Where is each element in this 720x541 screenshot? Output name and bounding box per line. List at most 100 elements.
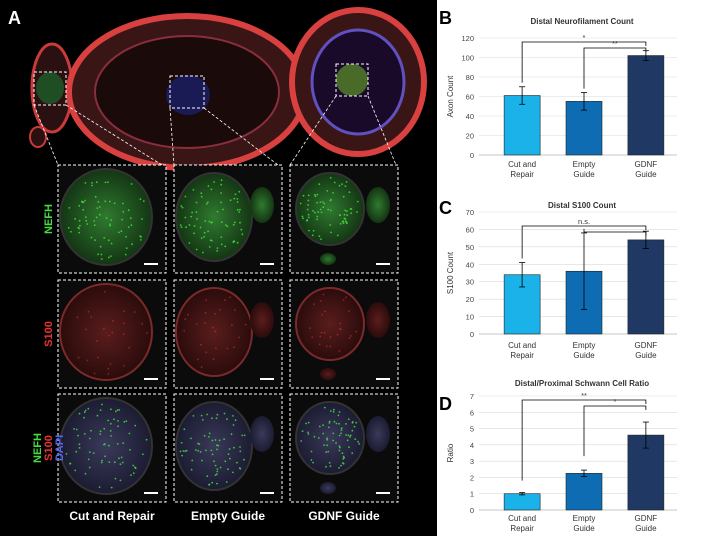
micrograph-tile — [173, 393, 283, 503]
signal-dot — [82, 208, 85, 211]
signal-dot — [104, 200, 107, 203]
column-label: GDNF Guide — [308, 509, 380, 523]
signal-dot — [232, 415, 234, 417]
signal-dot — [338, 449, 341, 452]
signal-dot — [340, 427, 343, 430]
signal-dot — [90, 429, 92, 432]
signal-dot — [347, 434, 350, 437]
signal-dot — [93, 220, 96, 222]
connector-line — [289, 95, 337, 166]
signal-dot — [118, 457, 120, 460]
signal-dot — [307, 431, 309, 434]
signal-dot — [341, 452, 344, 454]
signal-dot — [308, 229, 310, 232]
category-label: Guide — [573, 524, 595, 533]
signal-dot — [243, 458, 245, 461]
signal-dot — [218, 309, 221, 311]
signal-dot — [325, 345, 328, 348]
signal-dot — [97, 253, 99, 256]
signal-dot — [338, 422, 340, 425]
signal-dot — [110, 435, 112, 437]
signal-dot — [234, 419, 237, 422]
signal-dot — [92, 452, 95, 454]
signal-dot — [180, 226, 183, 229]
nerve-fascicle — [295, 401, 365, 475]
signal-dot — [307, 194, 310, 197]
signal-dot — [323, 202, 326, 205]
significance-bracket — [521, 41, 647, 83]
signal-dot — [202, 251, 204, 254]
signal-dot — [211, 417, 213, 420]
signal-dot — [323, 332, 326, 334]
bar — [565, 473, 603, 511]
category-label: GDNF — [635, 341, 658, 350]
nerve-fascicle — [59, 283, 153, 381]
signal-dot — [116, 443, 119, 445]
signal-dot — [98, 206, 101, 208]
signal-dot — [101, 403, 103, 406]
signal-dot — [123, 322, 125, 325]
signal-dot — [309, 327, 311, 329]
signal-dot — [129, 217, 132, 220]
signal-dot — [347, 310, 350, 313]
signal-dot — [338, 434, 341, 437]
signal-dot — [204, 322, 206, 325]
signal-dot — [327, 426, 330, 429]
signal-dot — [226, 347, 229, 350]
signal-dot — [342, 222, 345, 225]
signal-dot — [348, 446, 350, 449]
significance-label: * — [613, 397, 616, 406]
signal-dot — [233, 221, 236, 224]
signal-dot — [87, 407, 90, 410]
small-fascicle — [320, 482, 336, 494]
signal-dot — [78, 227, 80, 230]
category-label: Empty — [573, 514, 596, 523]
signal-dot — [104, 290, 106, 293]
signal-dot — [353, 425, 356, 428]
signal-dot — [345, 221, 348, 224]
signal-dot — [241, 233, 244, 236]
signal-dot — [222, 208, 224, 211]
signal-dot — [333, 420, 336, 423]
signal-dot — [226, 418, 228, 421]
signal-dot — [95, 181, 98, 184]
signal-dot — [87, 458, 90, 461]
signal-dot — [232, 240, 235, 243]
signal-dot — [99, 213, 101, 216]
signal-dot — [93, 224, 96, 227]
panel-letter: B — [439, 8, 452, 28]
signal-dot — [128, 432, 131, 435]
micrograph-tile — [173, 164, 283, 274]
signal-dot — [345, 434, 347, 436]
signal-dot — [139, 198, 142, 201]
micrograph-tile — [173, 279, 283, 389]
significance-label: ** — [612, 39, 618, 48]
signal-dot — [109, 363, 112, 365]
category-label: Guide — [573, 170, 595, 179]
signal-dot — [220, 243, 223, 246]
micrograph-tile — [57, 393, 167, 503]
signal-dot — [200, 414, 203, 417]
signal-dot — [216, 473, 218, 475]
signal-dot — [330, 231, 332, 234]
signal-dot — [99, 433, 102, 435]
y-tick-label: 100 — [461, 54, 474, 63]
signal-dot — [322, 424, 324, 427]
signal-dot — [318, 343, 321, 346]
signal-dot — [343, 213, 346, 216]
signal-dot — [358, 443, 360, 445]
signal-dot — [356, 200, 359, 203]
nerve-fascicle — [295, 287, 365, 361]
signal-dot — [119, 463, 122, 466]
signal-dot — [197, 449, 200, 452]
signal-dot — [195, 201, 198, 204]
signal-dot — [214, 330, 217, 333]
y-tick-label: 1 — [470, 490, 474, 499]
signal-dot — [208, 246, 211, 248]
signal-dot — [230, 433, 233, 436]
significance-label: * — [583, 33, 586, 42]
signal-dot — [122, 442, 125, 444]
panel-letter: D — [439, 394, 452, 414]
signal-dot — [98, 486, 101, 488]
signal-dot — [232, 424, 235, 426]
